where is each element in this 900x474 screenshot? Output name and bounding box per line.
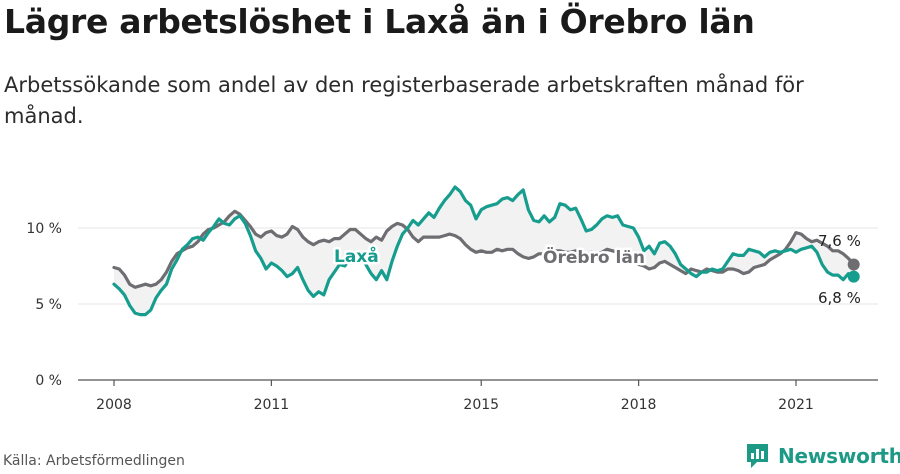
x-tick-label: 2021: [778, 397, 814, 413]
end-value-orebro: 7,6 %: [818, 232, 861, 250]
series-line-laxa: [112, 185, 856, 317]
source-note: Källa: Arbetsförmedlingen: [3, 453, 185, 469]
brand-logo: Newsworthy: [745, 441, 900, 471]
x-tick-label: 2018: [621, 397, 657, 413]
x-tick-label: 2008: [96, 397, 132, 413]
series-label-laxa-halo: Laxå: [334, 245, 379, 267]
chart-title: Lägre arbetslöshet i Laxå än i Örebro lä…: [4, 2, 755, 41]
series-label-orebro-halo: Örebro län: [543, 246, 645, 268]
series-label-orebro: Örebro län: [543, 246, 645, 268]
end-point-laxa: [847, 270, 860, 283]
chart-subtitle: Arbetssökande som andel av den registerb…: [4, 73, 804, 128]
end-value-laxa: 6,8 %: [818, 289, 861, 307]
newsworthy-logo-icon: [747, 444, 768, 468]
y-tick-label: 10 %: [26, 221, 62, 237]
y-tick-label: 0 %: [35, 373, 62, 389]
end-point-orebro: [847, 258, 860, 271]
series-line-orebro: [112, 209, 856, 289]
x-tick-label: 2011: [254, 397, 290, 413]
x-tick-label: 2015: [463, 397, 499, 413]
series-label-laxa: Laxå: [334, 245, 379, 267]
y-tick-label: 5 %: [35, 297, 62, 313]
brand-name: Newsworthy: [778, 444, 900, 468]
